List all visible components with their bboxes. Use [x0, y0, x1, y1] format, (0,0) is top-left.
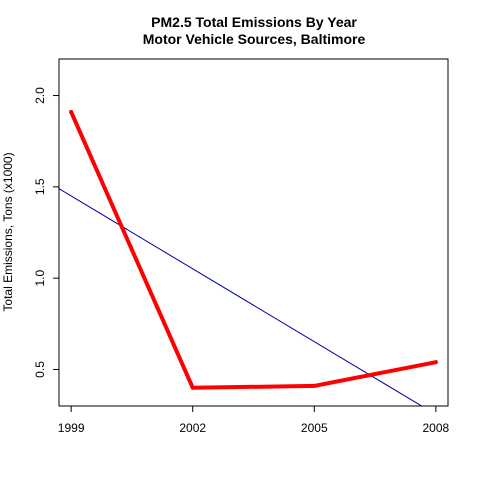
y-tick-label-2.0: 2.0	[33, 87, 47, 104]
y-axis-label: Total Emissions, Tons (x1000)	[1, 152, 15, 311]
plot-layer: 1999 2002 2005 2008 0.5 1.0 1.5 2.0	[33, 87, 450, 435]
series-point-2005	[312, 383, 317, 388]
y-tick-label-1.5: 1.5	[33, 178, 47, 195]
x-tick-label-2008: 2008	[422, 421, 449, 435]
plot-frame	[58, 58, 449, 407]
x-tick-label-1999: 1999	[58, 421, 85, 435]
x-tick-label-2005: 2005	[301, 421, 328, 435]
series-point-2002	[190, 385, 195, 390]
chart-subtitle: Motor Vehicle Sources, Baltimore	[143, 31, 366, 47]
chart-title: PM2.5 Total Emissions By Year	[151, 14, 357, 30]
series-point-2008	[433, 360, 438, 365]
x-tick-label-2002: 2002	[179, 421, 206, 435]
series-point-1999	[69, 109, 74, 114]
series-line-0	[69, 109, 438, 390]
y-tick-label-0.5: 0.5	[33, 361, 47, 378]
y-tick-label-1.0: 1.0	[33, 269, 47, 286]
